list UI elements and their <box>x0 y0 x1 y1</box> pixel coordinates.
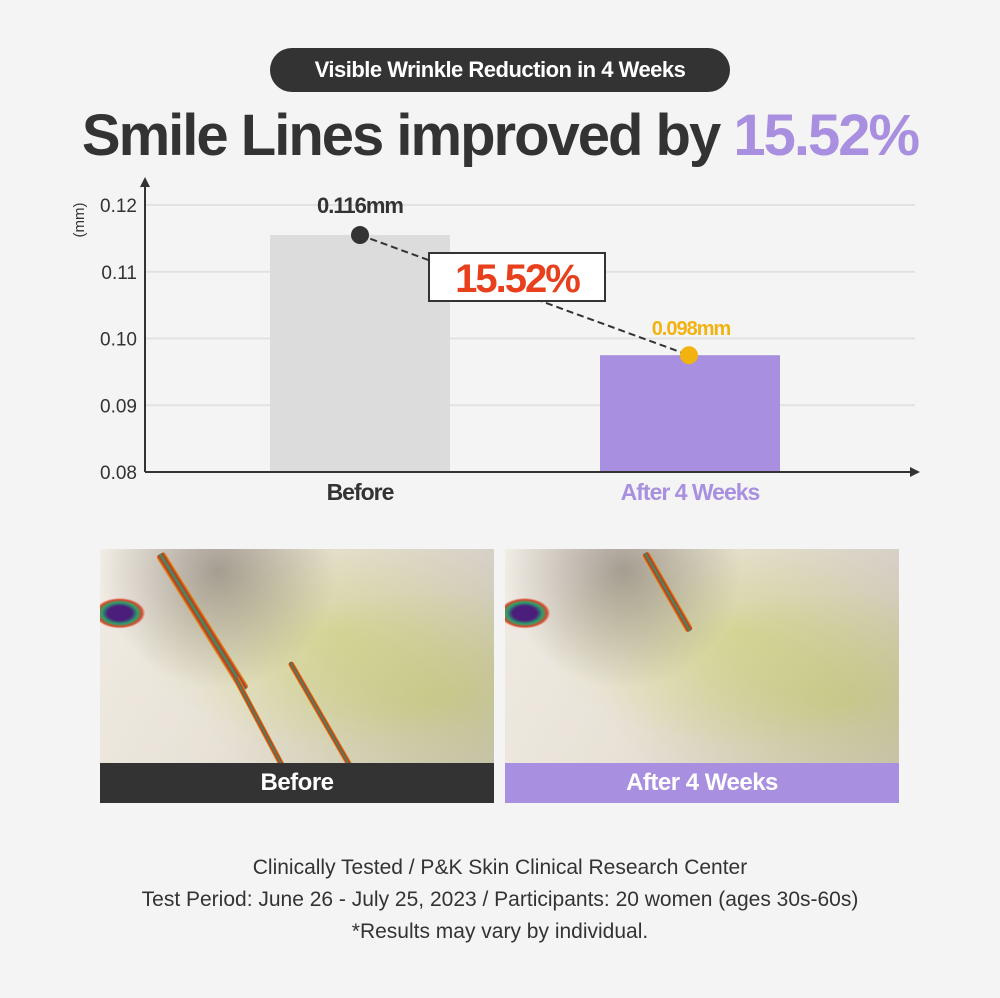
footer-line: *Results may vary by individual. <box>351 920 649 943</box>
bar-after <box>600 355 780 472</box>
bar-chart: 0.08 0.09 0.10 0.11 0.12 (mm) Before After 4 We… <box>71 177 920 505</box>
x-axis-arrow-icon <box>910 467 920 477</box>
footer-notes: Clinically Tested / P&K Skin Clinical Re… <box>0 852 1000 948</box>
annotation-value: 15.52% <box>455 257 580 301</box>
before-photo-caption: Before <box>100 763 494 803</box>
y-tick-label: 0.10 <box>100 330 137 351</box>
after-photo-caption: After 4 Weeks <box>505 763 899 803</box>
data-point <box>680 346 698 365</box>
title-text: Smile Lines improved by <box>81 103 721 168</box>
y-tick-label: 0.12 <box>100 196 137 217</box>
headline-badge: Visible Wrinkle Reduction in 4 Weeks <box>270 48 730 92</box>
bar-before <box>270 235 450 472</box>
y-tick-label: 0.08 <box>100 463 137 484</box>
y-axis-label: (mm) <box>71 203 88 238</box>
trend-line <box>359 234 690 357</box>
page-title: Smile Lines improved by 15.52% <box>0 100 1000 172</box>
y-tick-label: 0.09 <box>100 396 137 417</box>
data-label: 0.098mm <box>652 318 731 340</box>
footer-line: Test Period: June 26 - July 25, 2023 / P… <box>141 888 859 911</box>
x-tick-label: Before <box>327 479 394 505</box>
x-tick-label: After 4 Weeks <box>621 479 760 505</box>
after-photo <box>505 549 899 763</box>
title-value: 15.52% <box>733 103 920 168</box>
data-label: 0.116mm <box>317 193 403 218</box>
y-axis-arrow-icon <box>140 177 150 187</box>
footer-line: Clinically Tested / P&K Skin Clinical Re… <box>252 856 748 879</box>
skin-image <box>505 549 899 763</box>
data-point <box>351 226 369 245</box>
annotation-box <box>428 252 606 302</box>
y-tick-label: 0.11 <box>101 263 137 284</box>
skin-image <box>100 549 494 763</box>
before-photo <box>100 549 494 763</box>
